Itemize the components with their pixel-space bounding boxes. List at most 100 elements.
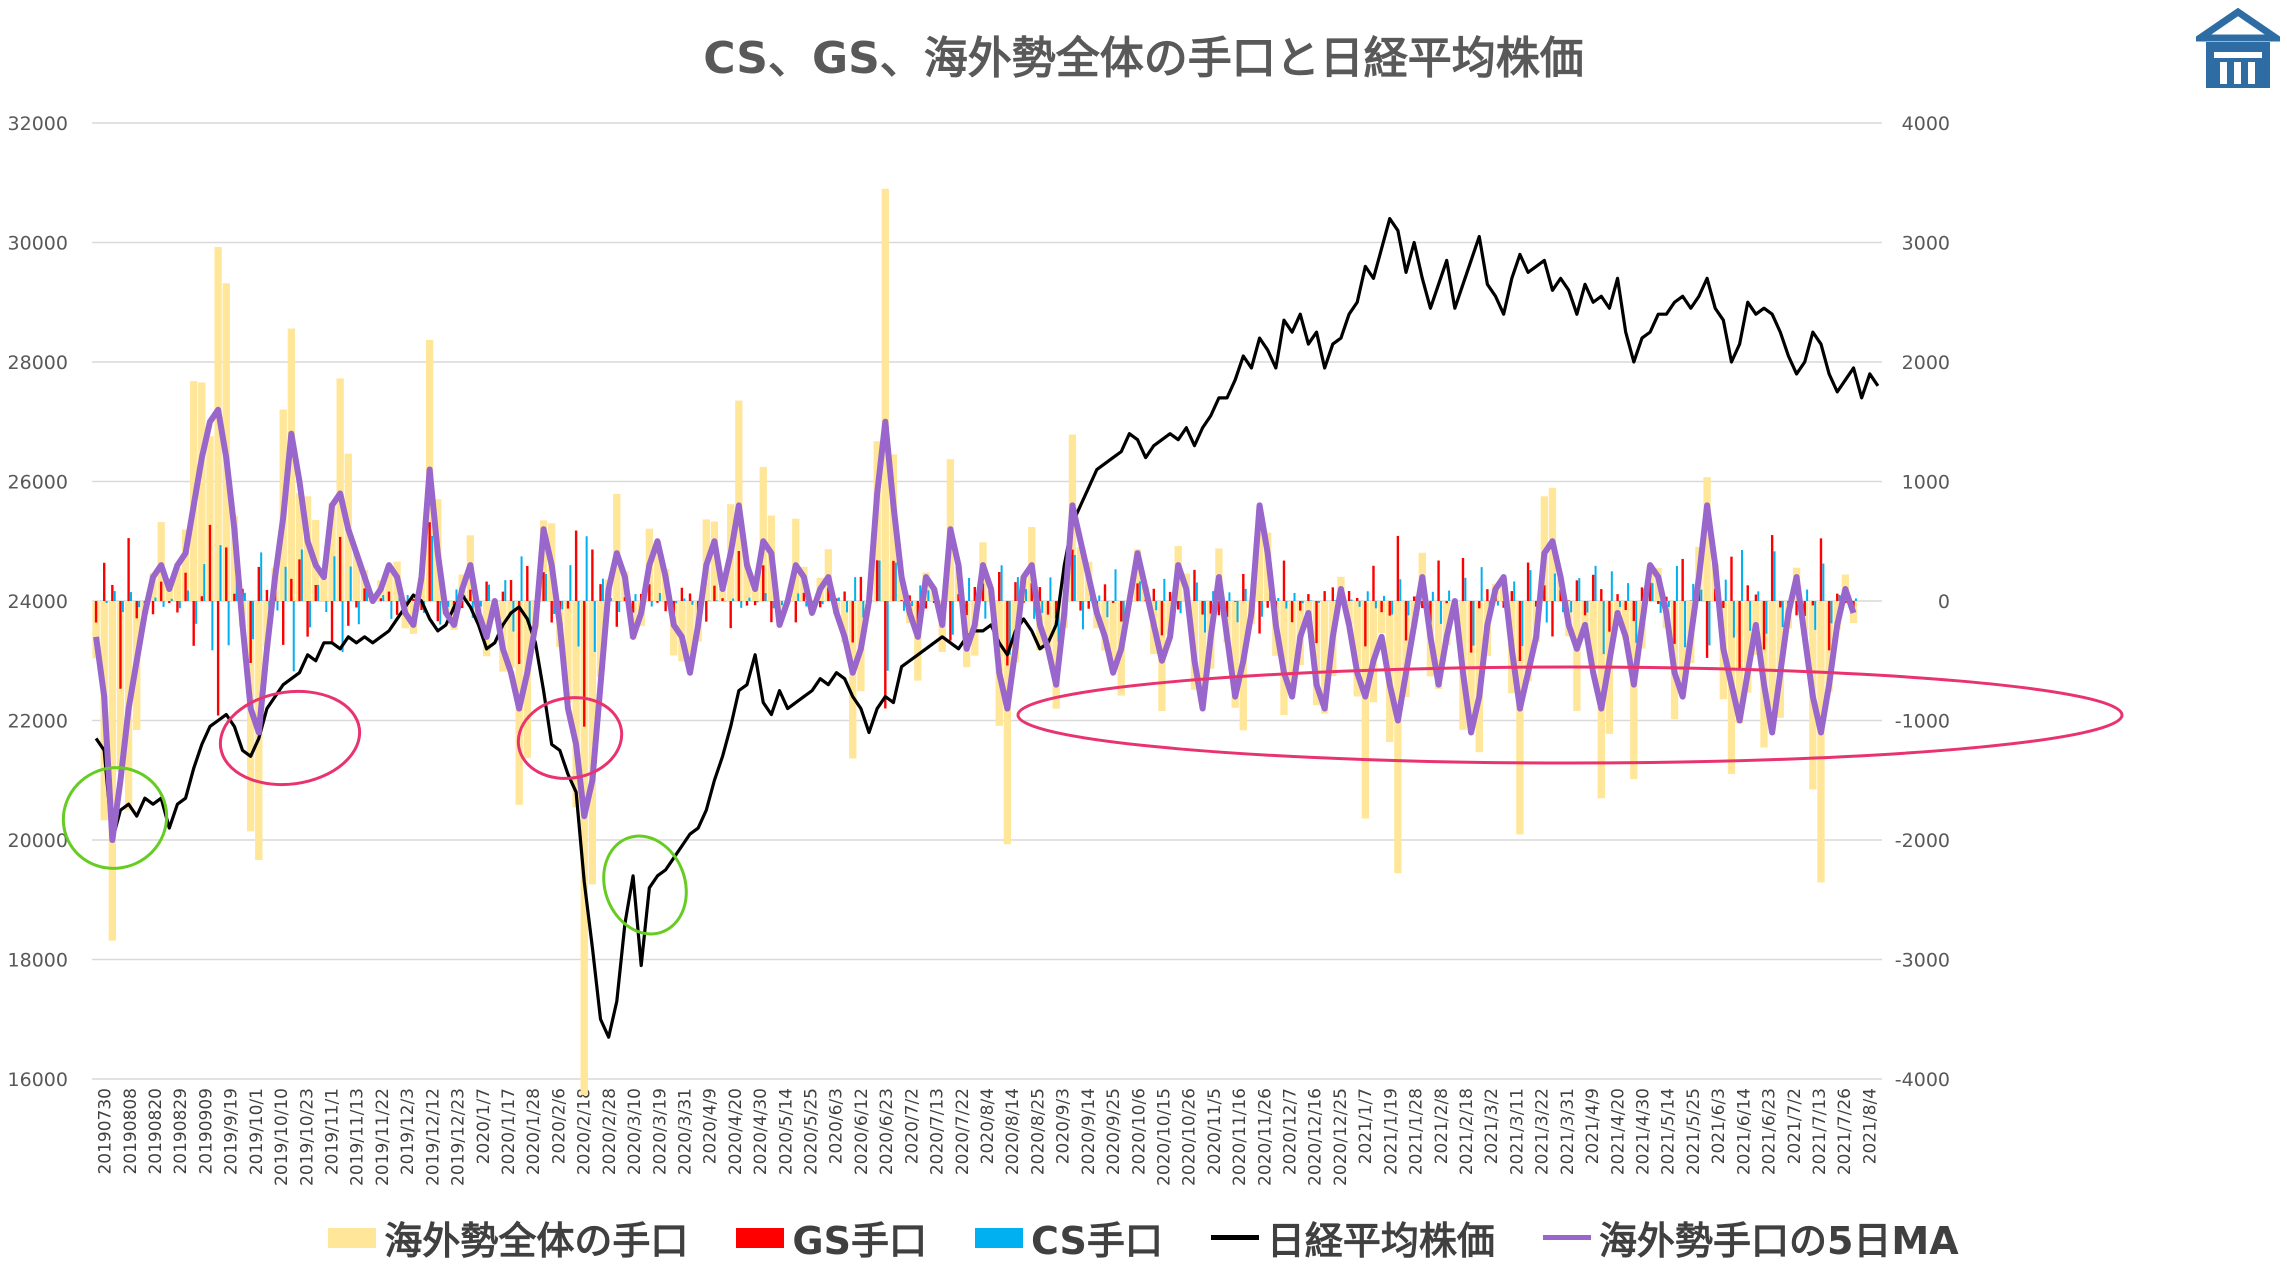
gs-bar <box>1429 601 1432 623</box>
legend-label: GS手口 <box>792 1219 927 1263</box>
cs-bar <box>138 601 141 608</box>
x-axis-tick-label: 20190909 <box>196 1088 216 1175</box>
gs-bar <box>1266 601 1269 608</box>
cs-bar <box>292 601 295 672</box>
gs-bar <box>1437 560 1440 601</box>
foreign-total-bar <box>1516 601 1524 835</box>
x-axis-tick-label: 2020/11/16 <box>1230 1088 1250 1186</box>
right-axis-tick-label: 2000 <box>1902 352 1950 374</box>
gs-bar <box>379 598 383 601</box>
cs-bar <box>715 600 718 601</box>
foreign-total-bar <box>1434 601 1443 690</box>
cs-bar <box>585 536 588 601</box>
gs-bar <box>306 601 309 637</box>
gs-bar <box>1380 601 1383 613</box>
gs-bar <box>1201 601 1204 615</box>
foreign-total-bar <box>678 601 686 662</box>
gs-bar <box>1673 601 1676 644</box>
foreign-total-bar <box>287 328 296 601</box>
cs-bar <box>195 601 198 624</box>
legend-label: CS手口 <box>1030 1219 1163 1263</box>
gs-bar <box>1730 556 1733 601</box>
foreign-total-bar <box>653 541 662 601</box>
ma5-line <box>93 406 1857 843</box>
gs-bar <box>461 601 464 609</box>
gs-bar <box>1111 601 1115 603</box>
cs-bar <box>1358 601 1361 607</box>
gs-bar <box>469 589 472 601</box>
cs-bar <box>520 556 523 601</box>
x-axis-tick-label: 2020/7/13 <box>928 1088 948 1175</box>
right-axis-tick-label: -2000 <box>1895 830 1950 852</box>
cs-bar <box>284 566 287 601</box>
gs-bar <box>680 587 684 601</box>
x-axis-tick-label: 2019/10/1 <box>247 1088 267 1175</box>
cs-bar <box>1700 589 1703 601</box>
gs-bar <box>330 601 334 644</box>
x-axis-tick-label: 2019/12/12 <box>423 1088 443 1186</box>
gs-bar <box>363 588 366 601</box>
gs-bar <box>1722 601 1725 608</box>
cs-bar <box>902 601 905 611</box>
foreign-total-bar <box>1076 547 1085 601</box>
cs-bar <box>1570 601 1573 613</box>
gs-bar <box>1543 585 1546 601</box>
legend-swatch <box>736 1227 785 1248</box>
left-axis-tick-label: 30000 <box>8 233 68 255</box>
cs-bar <box>1610 571 1613 601</box>
cs-bar <box>772 601 775 609</box>
gs-bar <box>1258 601 1261 634</box>
foreign-total-bar <box>751 586 759 601</box>
cs-bar <box>894 562 897 601</box>
foreign-total-bar <box>385 568 393 601</box>
annotation-ellipse <box>516 696 624 780</box>
x-axis-tick-label: 20190820 <box>146 1088 166 1175</box>
x-axis-tick-label: 2021/3/31 <box>1558 1088 1578 1175</box>
left-axis-tick-label: 26000 <box>8 472 68 494</box>
foreign-total-bar <box>1589 601 1597 667</box>
gs-bar <box>225 547 228 601</box>
foreign-total-bar <box>198 382 206 601</box>
gs-bar <box>526 566 529 601</box>
foreign-total-bar <box>1109 601 1117 671</box>
cs-bar <box>1472 601 1475 646</box>
cs-bar <box>1025 589 1028 601</box>
cs-bar <box>1106 601 1109 618</box>
gs-bar <box>192 601 195 646</box>
gs-bar <box>1388 601 1391 616</box>
cs-bar <box>1708 601 1711 646</box>
cs-bar <box>1081 601 1084 630</box>
foreign-total-bar <box>588 601 597 885</box>
cs-bar <box>886 601 889 671</box>
x-axis-tick-label: 2021/5/25 <box>1684 1088 1704 1175</box>
cs-bar <box>1212 591 1215 601</box>
x-axis-tick-label: 2020/6/12 <box>852 1088 872 1175</box>
gs-bar <box>1640 587 1644 601</box>
right-axis-tick-label: 0 <box>1938 591 1950 613</box>
gs-bar <box>1404 601 1408 641</box>
x-axis-tick-label: 2020/8/4 <box>978 1088 998 1164</box>
gs-bar <box>1681 558 1684 601</box>
gs-bar <box>509 580 513 601</box>
cs-bar <box>252 601 255 640</box>
cs-bar <box>821 601 824 605</box>
cs-bar <box>260 552 263 601</box>
cs-bar <box>1041 601 1044 613</box>
left-axis-tick-label: 16000 <box>8 1069 68 1091</box>
gs-bar <box>631 601 635 613</box>
cs-bar <box>357 601 360 625</box>
gs-bar <box>745 601 749 606</box>
cs-bar <box>1529 570 1532 601</box>
gs-bar <box>591 549 594 601</box>
gs-bar <box>347 601 350 626</box>
x-axis-tick-label: 2020/3/19 <box>650 1088 670 1175</box>
left-axis-tick-label: 20000 <box>8 830 68 852</box>
gs-bar <box>1575 580 1579 601</box>
gs-bar <box>599 584 602 601</box>
gs-bar <box>1754 594 1758 601</box>
cs-bar <box>837 597 840 601</box>
foreign-total-bar <box>1678 601 1687 688</box>
x-axis-tick-label: 2020/5/14 <box>776 1088 796 1175</box>
foreign-total-bar <box>1817 601 1825 883</box>
cs-bar <box>846 601 849 613</box>
